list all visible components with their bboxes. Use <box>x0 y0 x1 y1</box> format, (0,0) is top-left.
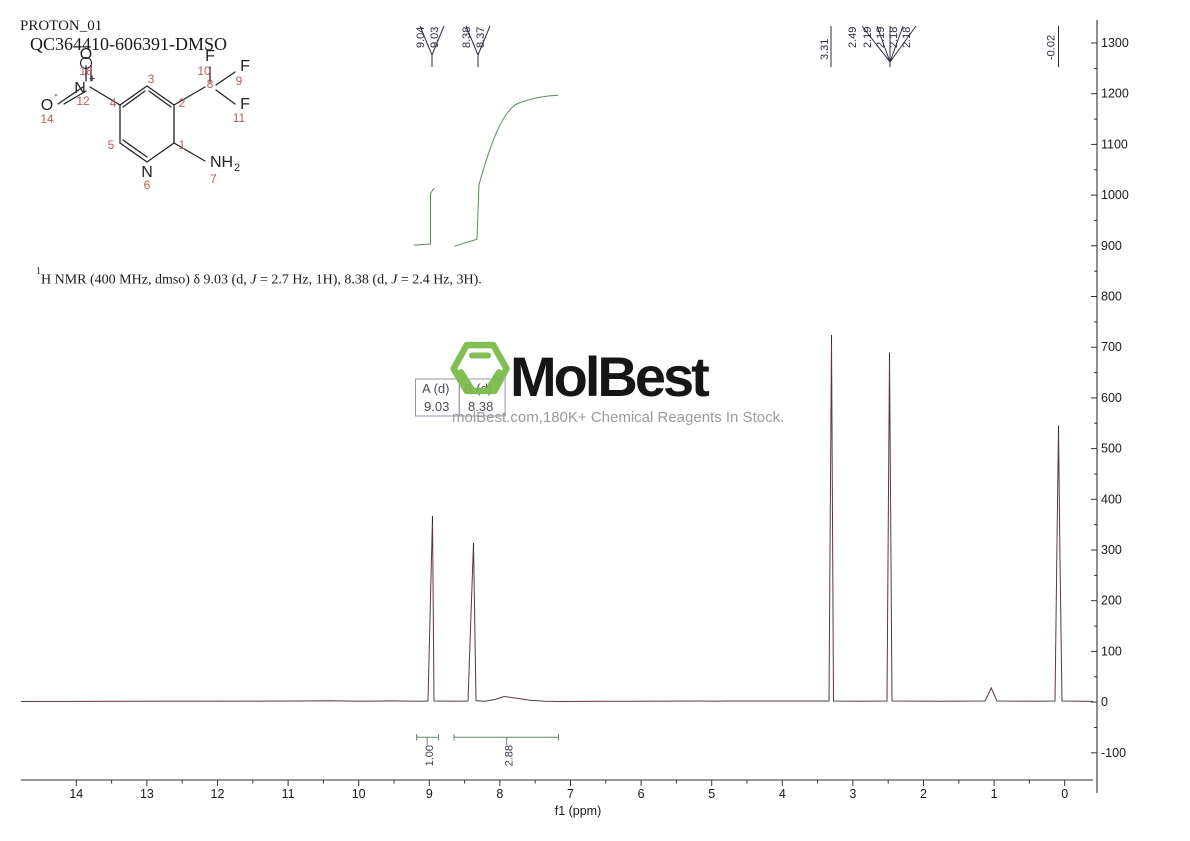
svg-text:f1 (ppm): f1 (ppm) <box>555 804 602 818</box>
svg-text:0: 0 <box>1101 695 1108 709</box>
svg-text:9: 9 <box>426 787 433 801</box>
svg-text:11: 11 <box>282 787 295 801</box>
svg-text:9.03: 9.03 <box>424 399 449 414</box>
svg-text:1: 1 <box>991 787 998 801</box>
svg-text:2.18: 2.18 <box>901 27 913 48</box>
svg-text:300: 300 <box>1101 543 1122 557</box>
svg-text:700: 700 <box>1101 340 1122 354</box>
svg-text:13: 13 <box>140 787 154 801</box>
svg-text:2.19: 2.19 <box>862 27 874 48</box>
svg-text:8.38: 8.38 <box>461 27 473 48</box>
svg-text:200: 200 <box>1101 594 1122 608</box>
svg-text:1000: 1000 <box>1101 188 1129 202</box>
svg-text:2.18: 2.18 <box>888 27 900 48</box>
svg-text:0: 0 <box>1061 787 1068 801</box>
svg-text:6: 6 <box>638 787 645 801</box>
svg-text:3: 3 <box>849 787 856 801</box>
svg-text:9.03: 9.03 <box>429 27 441 48</box>
svg-text:12: 12 <box>211 787 225 801</box>
svg-text:2.19: 2.19 <box>875 27 887 48</box>
svg-text:600: 600 <box>1101 391 1122 405</box>
svg-text:5: 5 <box>708 787 715 801</box>
svg-text:molBest.com,180K+ Chemical Rea: molBest.com,180K+ Chemical Reagents In S… <box>452 409 784 426</box>
svg-text:14: 14 <box>69 787 83 801</box>
svg-text:1200: 1200 <box>1101 87 1129 101</box>
svg-text:2.88: 2.88 <box>504 745 516 766</box>
svg-text:A (d): A (d) <box>422 381 449 396</box>
svg-text:800: 800 <box>1101 290 1122 304</box>
svg-text:9.04: 9.04 <box>415 27 427 48</box>
svg-text:MolBest: MolBest <box>510 345 709 408</box>
svg-text:400: 400 <box>1101 492 1122 506</box>
svg-text:10: 10 <box>352 787 366 801</box>
svg-text:8: 8 <box>496 787 503 801</box>
svg-text:2: 2 <box>920 787 927 801</box>
svg-text:1.00: 1.00 <box>424 745 436 766</box>
svg-text:-0.02: -0.02 <box>1046 35 1058 60</box>
svg-text:100: 100 <box>1101 644 1122 658</box>
svg-text:3.31: 3.31 <box>819 39 831 60</box>
svg-text:-100: -100 <box>1101 746 1126 760</box>
svg-text:4: 4 <box>779 787 786 801</box>
svg-text:8.37: 8.37 <box>475 27 487 48</box>
svg-text:500: 500 <box>1101 442 1122 456</box>
svg-text:1100: 1100 <box>1101 137 1128 151</box>
svg-text:1300: 1300 <box>1101 36 1129 50</box>
svg-text:900: 900 <box>1101 239 1122 253</box>
svg-text:2.49: 2.49 <box>847 27 859 48</box>
svg-text:7: 7 <box>567 787 574 801</box>
